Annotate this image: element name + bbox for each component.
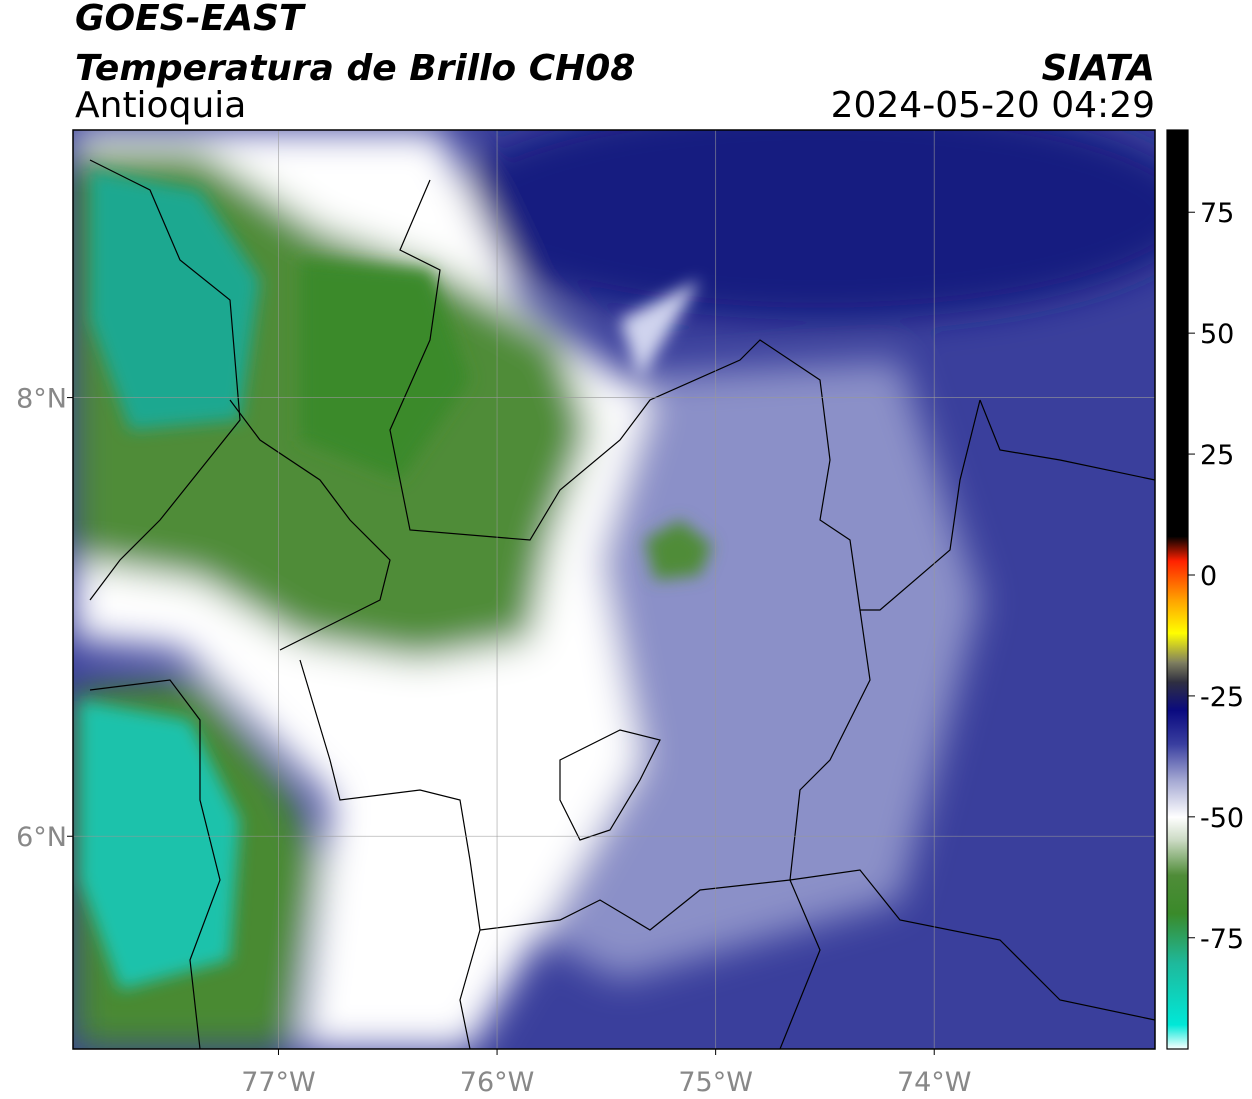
x-tick-label: 75°W (678, 1067, 753, 1098)
colorbar-frame (1166, 129, 1189, 1050)
subtitle: Temperatura de Brillo CH08 (75, 48, 635, 89)
colorbar-segment (1167, 841, 1188, 876)
title: GOES-EAST (75, 0, 306, 39)
colorbar-tick-label: 75 (1200, 198, 1234, 229)
colorbar-segment (1167, 778, 1188, 818)
colorbar-segment (1167, 536, 1188, 561)
colorbar-tick-label: -25 (1200, 682, 1244, 713)
source: SIATA (1042, 48, 1155, 89)
colorbar-segment (1167, 874, 1188, 915)
colorbar-segment (1167, 710, 1188, 745)
colorbar-segment (1167, 633, 1188, 663)
y-tick-label: 8°N (16, 384, 67, 415)
colorbar: -75 -50 -25 0 25 50 75 (1167, 130, 1244, 1050)
colorbar-tick-label: -75 (1200, 924, 1244, 955)
region: Antioquia (75, 85, 246, 126)
colorbar-segment (1167, 599, 1188, 634)
colorbar-segment (1167, 1024, 1188, 1050)
satellite-image (73, 130, 1155, 1049)
colorbar-tick-label: 25 (1200, 440, 1234, 471)
colorbar-tick-label: 0 (1200, 561, 1217, 592)
x-tick-label: 76°W (460, 1067, 535, 1098)
x-tick-label: 74°W (897, 1067, 972, 1098)
colorbar-segment (1167, 681, 1188, 711)
y-tick-label: 6°N (16, 822, 67, 853)
map-frame (72, 129, 1156, 1050)
colorbar-tick-label: -50 (1200, 803, 1244, 834)
colorbar-segment (1167, 816, 1188, 842)
x-tick-label: 77°W (241, 1067, 316, 1098)
colorbar-segment (1167, 913, 1188, 963)
colorbar-segment (1167, 662, 1188, 682)
graticule: 77°W 76°W 75°W 74°W 6°N 8°N (16, 130, 1155, 1098)
colorbar-segment (1167, 961, 1188, 1026)
colorbar-segment (1167, 560, 1188, 600)
colorbar-segment (1167, 744, 1188, 779)
colorbar-segment (1167, 130, 1188, 537)
colorbar-tick-label: 50 (1200, 319, 1234, 350)
datetime: 2024-05-20 04:29 (831, 85, 1155, 126)
